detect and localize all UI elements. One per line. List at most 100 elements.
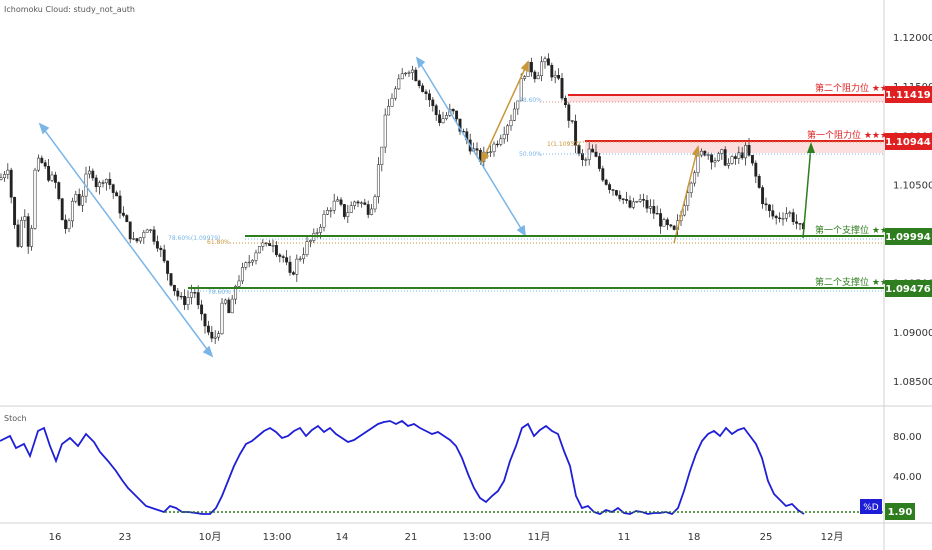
price-tag-bg-1 — [885, 86, 932, 103]
candle-body — [325, 210, 329, 215]
candle-body — [669, 224, 673, 227]
candle-body — [251, 260, 255, 263]
resistance-zone-1 — [585, 141, 884, 153]
candle-body — [774, 215, 778, 219]
candle-body — [138, 237, 142, 242]
candle-body — [628, 200, 632, 208]
candle-body — [400, 73, 404, 80]
candle-body — [682, 205, 686, 216]
candle-body — [298, 258, 302, 260]
candle-body — [30, 228, 34, 247]
candle-body — [689, 182, 693, 193]
fib-label-2: 1(1.10937) — [547, 141, 580, 148]
candle-body — [427, 93, 431, 101]
candle-body — [750, 155, 754, 164]
candle-body — [295, 258, 299, 275]
candle-body — [407, 72, 411, 74]
candle-body — [659, 213, 663, 227]
candle-body — [16, 224, 20, 247]
candle-body — [268, 243, 272, 246]
candle-body — [417, 80, 421, 87]
candle-body — [353, 201, 357, 206]
resistance-label-1: 第一个阻力位 ★★★ — [807, 129, 888, 141]
projection-arrow-head — [807, 142, 815, 153]
candle-body — [101, 182, 105, 184]
candle-body — [516, 100, 520, 110]
candle-body — [730, 156, 734, 164]
candle-body — [118, 195, 122, 214]
candle-body — [563, 97, 567, 106]
swing-arrow-1-tail — [481, 151, 490, 164]
fib-arrow-1-tail — [38, 122, 50, 135]
candle-body — [26, 216, 30, 247]
candle-body — [614, 190, 618, 196]
candle-body — [186, 297, 190, 305]
candle-body — [574, 120, 578, 146]
candle-body — [611, 189, 615, 191]
candle-body — [193, 292, 197, 294]
fib-label-1: 78.60% — [519, 97, 542, 104]
candle-body — [196, 292, 200, 306]
candle-body — [414, 69, 418, 82]
candle-body — [13, 197, 17, 226]
candle-body — [631, 201, 635, 208]
candle-body — [761, 187, 765, 204]
time-tick-label: 12月 — [821, 531, 844, 543]
candle-body — [57, 182, 61, 199]
time-tick-label: 10月 — [199, 531, 222, 543]
fib-arrow-2-tail — [415, 56, 426, 69]
candle-body — [740, 152, 744, 159]
candle-body — [53, 174, 57, 183]
candle-body — [655, 213, 659, 215]
candle-body — [550, 64, 554, 78]
candle-body — [302, 254, 306, 260]
candle-body — [19, 220, 23, 247]
candle-body — [798, 223, 802, 225]
candle-body — [257, 246, 261, 254]
price-tag-bg-3 — [885, 228, 932, 245]
time-axis: 16 23 10月 13:00 14 21 13:00 11月 11 18 25 12月 — [49, 531, 844, 543]
candle-body — [638, 199, 642, 202]
candle-body — [543, 58, 547, 63]
candle-body — [560, 78, 564, 99]
candle-body — [387, 106, 391, 116]
candle-body — [380, 146, 384, 165]
stoch-tick-label: 40.00 — [893, 472, 922, 483]
swing-arrow-2-head — [691, 144, 700, 158]
candle-body — [234, 286, 238, 300]
candle-body — [176, 290, 180, 297]
time-tick-label: 25 — [760, 532, 773, 543]
candle-body — [489, 151, 493, 153]
candle-body — [81, 195, 85, 206]
candle-body — [247, 261, 251, 264]
time-tick-label: 21 — [405, 532, 418, 543]
candle-body — [50, 174, 54, 181]
candle-body — [43, 162, 47, 167]
candle-body — [115, 192, 119, 197]
candle-body — [716, 153, 720, 161]
candle-body — [512, 108, 516, 121]
candle-body — [383, 114, 387, 148]
candle-body — [319, 226, 323, 233]
price-tick-label: 1.09000 — [893, 328, 932, 339]
candle-body — [540, 61, 544, 76]
candle-body — [128, 221, 132, 240]
candle-body — [155, 241, 159, 249]
candle-body — [285, 257, 289, 263]
candle-body — [608, 184, 612, 190]
candle-body — [70, 200, 74, 222]
candle-body — [322, 214, 326, 228]
time-tick-label: 16 — [49, 532, 62, 543]
candle-body — [795, 221, 799, 224]
candle-body — [220, 302, 224, 334]
candle-body — [104, 178, 108, 184]
candle-body — [441, 118, 445, 124]
candle-body — [145, 229, 149, 233]
candle-body — [98, 182, 102, 188]
candle-body — [40, 157, 44, 163]
candle-body — [288, 261, 292, 273]
candle-body — [149, 229, 153, 231]
candle-body — [713, 160, 717, 163]
